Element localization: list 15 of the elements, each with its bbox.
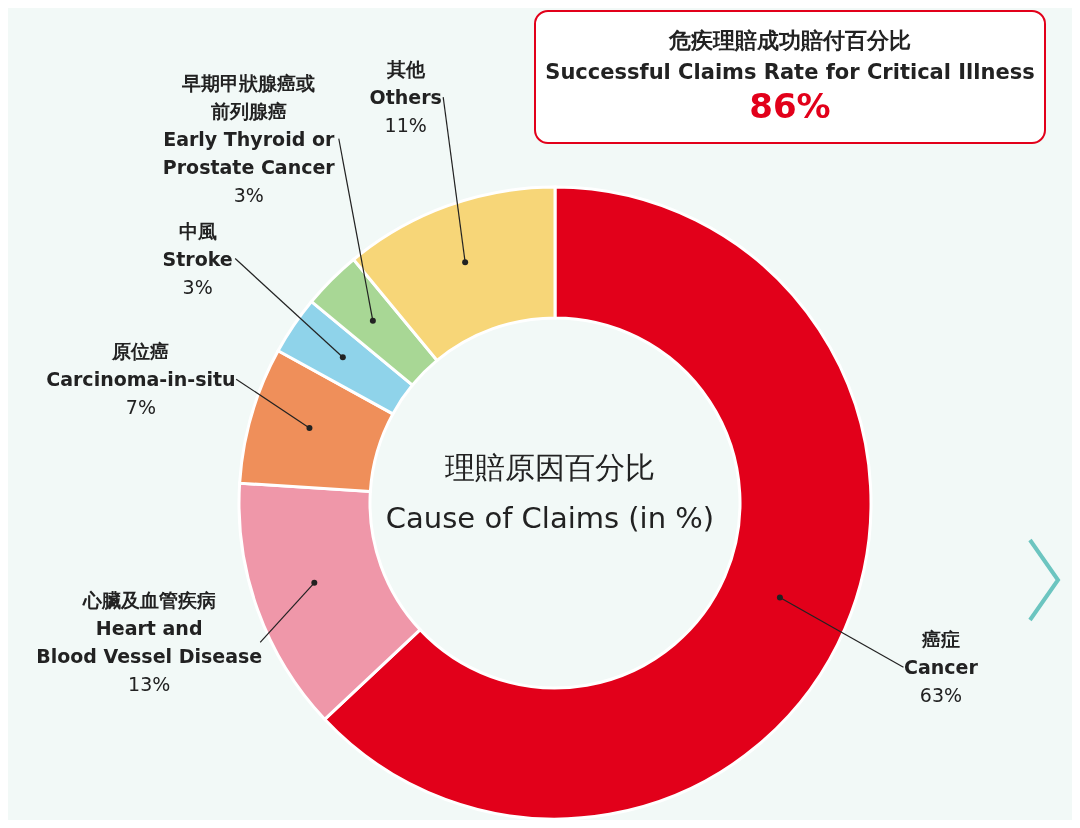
callout-box: 危疾理賠成功賠付百分比 Successful Claims Rate for Critical Illness 86% bbox=[534, 10, 1046, 144]
data-label: 63% bbox=[919, 684, 963, 707]
data-label: 7% bbox=[125, 396, 156, 419]
slice-label: 早期甲狀腺癌或前列腺癌 Early Thyroid or Prostate Cancer bbox=[162, 71, 336, 178]
slice-label: 心臟及血管疾病 Heart and Blood Vessel Disease bbox=[36, 589, 263, 668]
slice-label: 其他 Others bbox=[369, 58, 442, 109]
data-label: 11% bbox=[384, 114, 427, 137]
slice-label: 癌症 Cancer bbox=[904, 628, 979, 679]
slice-label: 中風 Stroke bbox=[162, 219, 233, 270]
text: 理賠原因百分比 bbox=[444, 449, 656, 487]
data-label: 3% bbox=[182, 275, 213, 298]
slice-label: 原位癌 Carcinoma-in-situ bbox=[46, 340, 236, 391]
data-label: 3% bbox=[233, 183, 264, 206]
text: Cause of Claims (in %) bbox=[384, 501, 716, 535]
data-label: 13% bbox=[128, 673, 171, 696]
